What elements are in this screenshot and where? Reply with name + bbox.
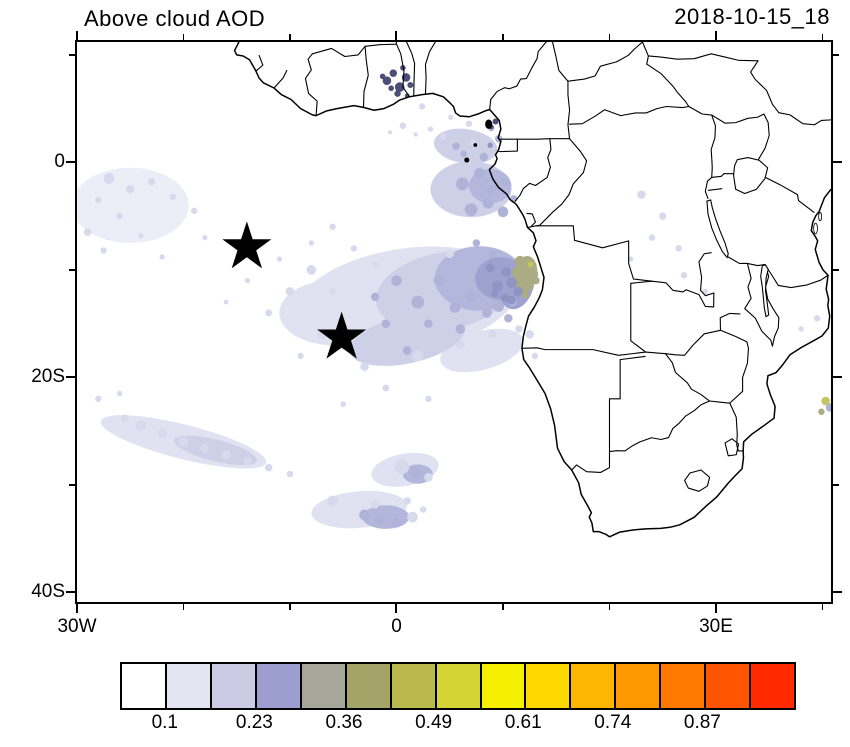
axis-tick <box>608 604 611 610</box>
axis-tick <box>66 161 75 164</box>
axis-tick <box>714 604 717 613</box>
axis-tick <box>395 604 398 613</box>
colorbar-cell-7 <box>436 664 482 708</box>
islands <box>465 120 822 234</box>
axis-tick <box>821 604 824 610</box>
axis-tick <box>66 591 75 594</box>
axis-tick <box>821 34 824 40</box>
lake-malawi <box>761 265 769 317</box>
star-marker-1 <box>239 239 255 254</box>
colorbar-tick-label: 0.23 <box>235 712 273 733</box>
colorbar-cell-6 <box>391 664 437 708</box>
principe-island <box>474 143 477 146</box>
aod-speckle-dark <box>485 142 523 305</box>
colorbar-labels: 0.1 0.23 0.36 0.49 0.61 0.74 0.87 <box>120 712 792 738</box>
country-borders <box>256 42 831 491</box>
colorbar-cell-3 <box>256 664 302 708</box>
aod-speckle-mid <box>359 124 831 528</box>
axis-tick <box>833 484 839 486</box>
colorbar-tick-label: 0.1 <box>151 712 179 733</box>
map-plot-area: 30W 0 30E 0 20S 40S <box>31 31 842 637</box>
lake-tanganyika <box>707 200 728 258</box>
axis-tick <box>395 31 398 40</box>
axis-tick <box>714 31 717 40</box>
axis-tick <box>502 604 504 610</box>
colorbar-cell-12 <box>661 664 707 708</box>
lakes <box>707 158 769 317</box>
pemba-island <box>819 213 822 221</box>
lake-victoria <box>734 158 768 194</box>
aod-speckle-yellow <box>527 261 830 406</box>
colorbar-cell-1 <box>166 664 212 708</box>
colorbar-cell-5 <box>346 664 392 708</box>
colorbar-tick-label: 0.87 <box>683 712 721 733</box>
axis-tick <box>69 54 75 56</box>
axis-tick <box>69 484 75 486</box>
colorbar-cell-11 <box>616 664 662 708</box>
star-marker-2 <box>334 329 350 344</box>
map-svg <box>77 42 831 602</box>
zanzibar-island <box>814 223 818 234</box>
colorbar-tick-label: 0.61 <box>504 712 542 733</box>
colorbar-cell-13 <box>706 664 752 708</box>
colorbar-cell-10 <box>571 664 617 708</box>
x-axis-tick-label: 30W <box>57 616 97 637</box>
axis-tick <box>289 34 291 40</box>
axis-tick <box>833 269 839 271</box>
axis-tick <box>833 54 839 56</box>
timestamp-label: 2018-10-15_18 <box>674 4 830 29</box>
colorbar-cell-2 <box>211 664 257 708</box>
axis-tick <box>833 161 842 164</box>
y-axis-tick-label: 20S <box>31 366 65 388</box>
x-axis-tick-label: 30E <box>699 616 733 637</box>
sao-tome-island <box>465 158 469 162</box>
y-axis-tick-label: 0 <box>54 151 65 173</box>
axis-tick <box>76 604 78 613</box>
colorbar-cell-14 <box>751 664 795 708</box>
colorbar <box>120 662 796 710</box>
africa-coastline <box>235 42 831 537</box>
axis-tick <box>502 34 504 40</box>
colorbar-cell-4 <box>301 664 347 708</box>
colorbar-tick-label: 0.74 <box>594 712 632 733</box>
axis-tick <box>182 34 185 40</box>
axis-tick <box>66 376 75 379</box>
colorbar-cell-9 <box>526 664 572 708</box>
x-axis-tick-label: 0 <box>391 616 402 637</box>
colorbar-cell-0 <box>122 664 167 708</box>
axis-tick <box>833 591 842 594</box>
aod-speckle-pale <box>83 103 821 523</box>
aod-speckle-navy <box>379 65 499 130</box>
colorbar-cell-8 <box>481 664 527 708</box>
colorbar-tick-label: 0.49 <box>415 712 453 733</box>
page-title: Above cloud AOD <box>84 6 266 31</box>
aod-field-layer <box>77 65 831 529</box>
y-axis-tick-label: 40S <box>31 581 65 603</box>
axis-tick <box>182 604 185 610</box>
bioko-island <box>486 120 492 129</box>
colorbar-tick-label: 0.36 <box>325 712 363 733</box>
aod-speckle-olive <box>511 255 825 415</box>
axis-tick <box>289 604 291 610</box>
axis-tick <box>76 31 78 40</box>
axis-tick <box>608 34 611 40</box>
axis-tick <box>833 376 842 379</box>
axis-tick <box>69 269 75 271</box>
